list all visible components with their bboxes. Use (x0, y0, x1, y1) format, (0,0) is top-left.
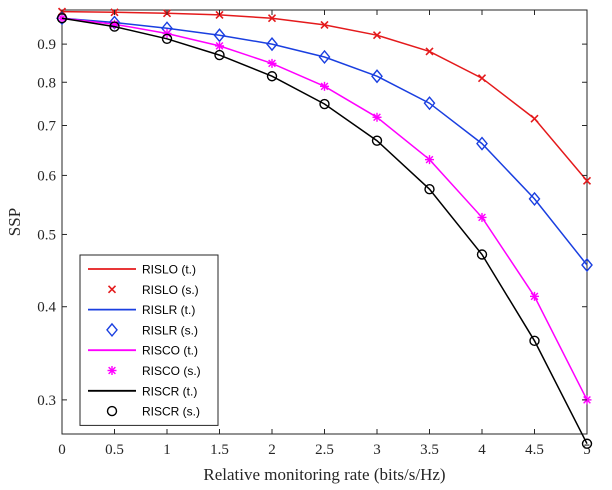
y-tick-label: 0.8 (37, 75, 56, 91)
legend-marker-swatch (107, 285, 117, 294)
series-layer (56, 7, 593, 449)
y-axis: 0.3 0.4 0.5 0.6 0.7 0.8 0.9 (37, 37, 587, 409)
legend-label: RISLR (t.) (142, 303, 195, 317)
legend-label: RISLO (t.) (142, 263, 196, 277)
rislr-sim-point (56, 11, 68, 26)
riscr-sim-point (424, 184, 435, 195)
legend-label: RISLR (s.) (142, 323, 198, 337)
risco-sim-point (320, 81, 329, 91)
x-tick-label: 3.5 (420, 442, 439, 458)
riscr-sim-point (161, 33, 173, 44)
series-risco (57, 13, 592, 405)
rislr-sim-point (423, 96, 436, 111)
rislr-sim-point (266, 37, 278, 52)
riscr-sim-point (109, 21, 120, 32)
rislo-sim-point (267, 14, 277, 23)
x-axis-title: Relative monitoring rate (bits/s/Hz) (203, 465, 445, 484)
y-axis-title: SSP (5, 208, 24, 236)
x-tick-label: 2 (268, 442, 276, 458)
rislr-sim-point (213, 28, 226, 43)
rislr-sim-point (581, 257, 593, 273)
y-tick-label: 0.7 (37, 119, 56, 135)
riscr-sim-point (266, 71, 278, 82)
riscr-sim-point (319, 98, 330, 110)
x-tick-label: 4.5 (525, 442, 544, 458)
riscr-sim-point (529, 335, 540, 347)
x-tick-label: 4 (478, 442, 486, 458)
risco-sim-point (267, 58, 277, 68)
risco-sim-point (425, 155, 434, 165)
legend-label: RISCR (s.) (142, 405, 200, 419)
risco-sim-point (372, 112, 382, 122)
legend-label: RISCR (t.) (142, 384, 197, 398)
riscr-sim-point (476, 249, 488, 260)
rislo-sim-point (425, 47, 434, 56)
y-tick-label: 0.3 (37, 393, 56, 409)
rislo-sim-point (582, 176, 592, 185)
legend-label: RISCO (t.) (142, 344, 198, 358)
legend-marker-swatch (106, 322, 118, 337)
risco-sim-point (162, 29, 172, 39)
x-axis: 0 0.5 1 1.5 2 2.5 3 3.5 4 4.5 5 (58, 10, 591, 458)
series-rislo (57, 7, 592, 185)
series-rislr (56, 11, 593, 273)
legend-label: RISCO (s.) (142, 364, 201, 378)
rislr-sim-point (371, 69, 383, 84)
x-tick-label: 0.5 (105, 442, 124, 458)
rislo-sim-point (530, 114, 539, 123)
legend-entry: RISLO (t.) (88, 263, 196, 277)
x-tick-label: 2.5 (315, 442, 334, 458)
legend-entry: RISCR (s.) (106, 405, 200, 419)
riscr-sim-point (371, 135, 383, 146)
rislr-sim-point (528, 191, 541, 207)
x-tick-label: 3 (373, 442, 381, 458)
legend-box (79, 254, 219, 426)
y-tick-label: 0.4 (37, 300, 56, 316)
legend-marker-swatch (107, 366, 117, 375)
rislr-sim-point (476, 136, 488, 151)
legend-entry: RISLR (s.) (106, 322, 198, 337)
y-tick-label: 0.6 (37, 168, 56, 184)
risco-sim-point (215, 41, 224, 51)
legend-entry: RISLR (t.) (88, 303, 195, 317)
legend-entry: RISCR (t.) (88, 384, 197, 398)
series-riscr (56, 12, 593, 449)
rislo-sim-point (477, 74, 487, 83)
legend-label: RISLO (s.) (142, 283, 199, 297)
riscr-sim-point (581, 438, 593, 449)
rislo-sim-point (372, 31, 382, 40)
riscr-sim-point (214, 49, 225, 61)
x-tick-label: 5 (583, 442, 591, 458)
x-tick-label: 0 (58, 442, 66, 458)
rislo-sim-point (320, 20, 329, 29)
risco-sim-point (530, 291, 539, 301)
risco-sim-point (477, 212, 487, 222)
x-tick-label: 1 (163, 442, 171, 458)
legend: RISLO (t.) RISLO (s.) RISLR (t.) RISLR (s.)… (79, 254, 219, 426)
riscr-theory-line (61, 17, 588, 445)
rislr-sim-point (318, 49, 331, 65)
legend-entry: RISCO (s.) (107, 364, 201, 378)
legend-marker-swatch (106, 405, 118, 417)
y-tick-label: 0.9 (37, 37, 56, 53)
legend-entry: RISCO (t.) (88, 344, 198, 358)
legend-entry: RISLO (s.) (107, 283, 199, 297)
rislr-theory-line (61, 17, 588, 266)
x-tick-label: 1.5 (210, 442, 229, 458)
y-tick-label: 0.5 (37, 227, 56, 243)
